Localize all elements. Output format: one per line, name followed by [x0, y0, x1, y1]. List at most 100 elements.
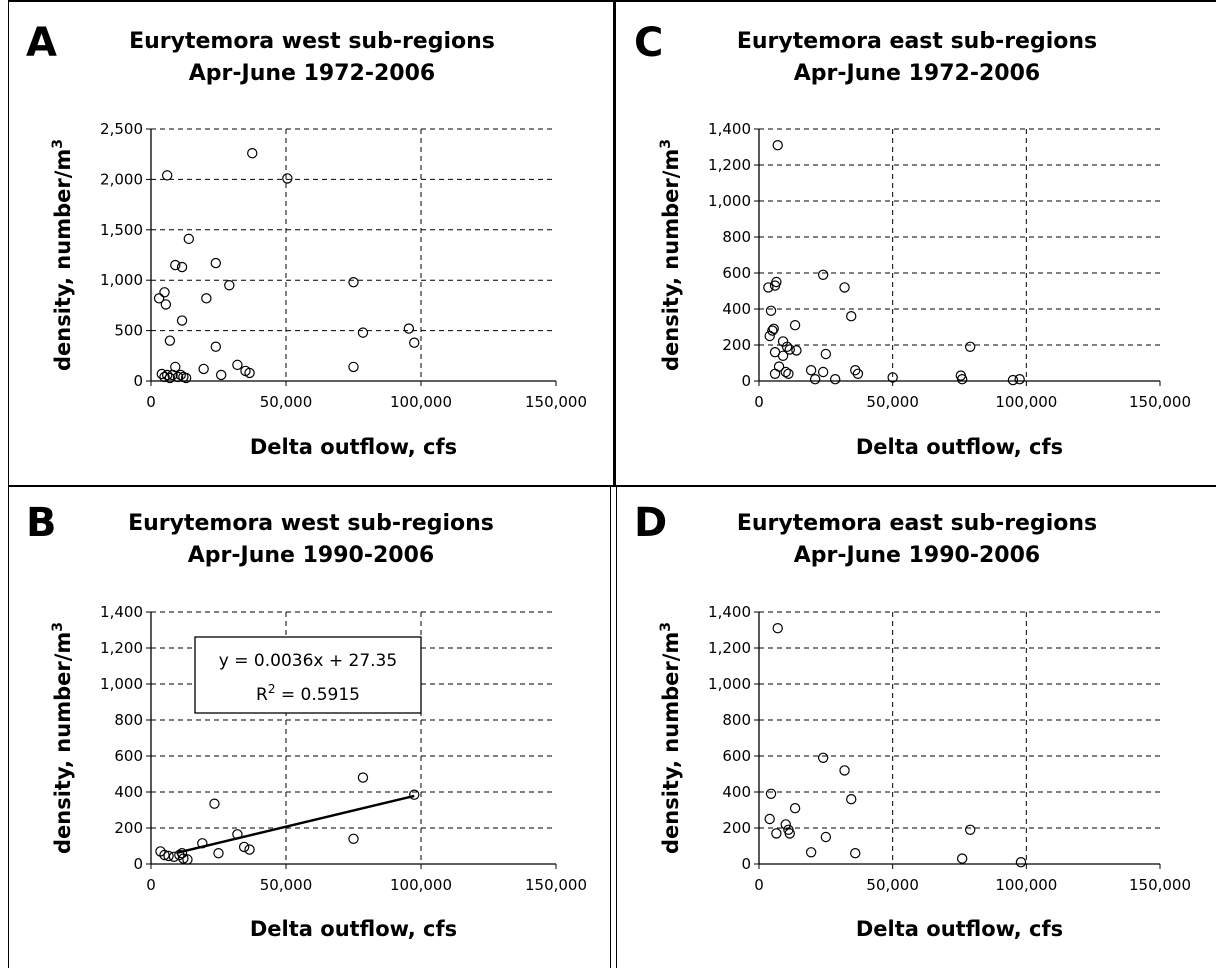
y-tick-label: 1,500 — [100, 221, 143, 239]
y-tick-label: 800 — [114, 711, 143, 729]
data-point — [817, 752, 829, 763]
data-point — [210, 341, 221, 352]
x-tick-label: 50,000 — [260, 876, 313, 894]
data-point — [784, 344, 795, 355]
chart-title-line-1: Eurytemora east sub-regions — [737, 511, 1097, 536]
panel-divider-horizontal — [8, 485, 1216, 487]
data-point — [846, 311, 857, 322]
data-point — [176, 848, 188, 859]
data-point — [232, 359, 243, 371]
trendline — [177, 794, 415, 854]
x-axis-title: Delta outflow, cfs — [250, 917, 457, 941]
data-point — [789, 803, 801, 814]
chart-panel-b: B Eurytemora west sub-regions Apr-June 199… — [0, 484, 612, 968]
data-point — [1007, 374, 1019, 386]
data-point — [348, 833, 359, 844]
data-point — [850, 365, 861, 376]
chart-d-svg: D Eurytemora east sub-regions Apr-June 199… — [634, 500, 1191, 941]
data-point — [956, 374, 968, 385]
data-point — [213, 848, 224, 859]
y-tick-label: 800 — [722, 711, 751, 729]
data-point — [964, 341, 976, 352]
y-tick-label: 400 — [722, 783, 751, 801]
chart-title-line-1: Eurytemora west sub-regions — [128, 511, 494, 536]
data-point — [1014, 374, 1025, 385]
y-tick-label: 500 — [114, 322, 143, 340]
x-tick-label: 50,000 — [866, 393, 919, 411]
data-point — [244, 844, 255, 855]
data-point — [176, 261, 188, 273]
data-point — [772, 622, 783, 634]
y-tick-label: 0 — [133, 372, 143, 390]
data-point — [209, 798, 220, 809]
data-point — [164, 335, 176, 346]
panel-divider-vertical-bottom-2 — [616, 486, 617, 968]
data-point — [784, 828, 795, 839]
chart-title-line-2: Apr-June 1972-2006 — [189, 61, 435, 86]
data-point — [210, 257, 221, 269]
x-axis-title: Delta outflow, cfs — [250, 435, 457, 459]
y-tick-label: 1,200 — [708, 639, 751, 657]
y-axis-title: density, number/m3 — [50, 139, 75, 371]
panel-letter-d: D — [634, 500, 667, 546]
data-point — [348, 277, 359, 288]
r-squared-symbol: R — [256, 685, 268, 705]
data-point — [887, 372, 898, 383]
panel-border-top — [8, 0, 1216, 2]
data-point — [772, 139, 783, 151]
data-point — [820, 831, 832, 843]
data-point — [178, 853, 189, 864]
data-point — [764, 330, 775, 342]
equation-box — [194, 636, 422, 714]
data-point — [170, 361, 181, 373]
data-point — [783, 368, 794, 379]
data-point — [1015, 857, 1027, 868]
chart-title-line-2: Apr-June 1990-2006 — [794, 543, 1040, 568]
x-tick-label: 50,000 — [260, 393, 313, 411]
data-point — [781, 341, 793, 352]
x-tick-label: 150,000 — [525, 876, 587, 894]
y-tick-label: 600 — [114, 747, 143, 765]
data-point — [805, 847, 817, 858]
y-axis-title: density, number/m3 — [658, 622, 683, 854]
y-tick-label: 600 — [722, 264, 751, 282]
trendline-r-squared: R2 = 0.5915 — [256, 682, 360, 705]
chart-panel-c: C Eurytemora east sub-regions Apr-June 197… — [612, 0, 1216, 484]
r-squared-value: = 0.5915 — [275, 685, 360, 705]
y-tick-label: 0 — [741, 372, 751, 390]
x-tick-label: 100,000 — [390, 393, 452, 411]
x-axis-title: Delta outflow, cfs — [856, 435, 1063, 459]
data-point — [789, 320, 801, 331]
data-point — [244, 367, 255, 379]
data-point — [164, 372, 176, 384]
chart-a-svg: A Eurytemora west sub-regions Apr-June 197… — [26, 20, 587, 459]
x-tick-label: 50,000 — [866, 876, 919, 894]
panel-divider-vertical-bottom — [610, 486, 611, 968]
data-point — [765, 305, 777, 316]
x-tick-label: 150,000 — [525, 393, 587, 411]
data-point — [777, 350, 789, 361]
data-point — [161, 369, 173, 381]
data-point — [956, 853, 968, 864]
chart-panel-a: A Eurytemora west sub-regions Apr-June 197… — [0, 0, 612, 484]
y-tick-label: 1,400 — [708, 120, 751, 138]
panel-border-left-bottom — [8, 486, 9, 968]
x-tick-label: 100,000 — [995, 393, 1057, 411]
data-point — [163, 850, 174, 862]
y-tick-label: 0 — [741, 855, 751, 873]
r-squared-superscript: 2 — [268, 682, 276, 696]
y-tick-label: 2,500 — [100, 120, 143, 138]
data-point — [850, 848, 861, 859]
y-tick-label: 600 — [722, 747, 751, 765]
chart-title-line-2: Apr-June 1990-2006 — [188, 543, 434, 568]
data-point — [409, 789, 420, 800]
data-point — [764, 813, 775, 825]
chart-c-svg: C Eurytemora east sub-regions Apr-June 197… — [634, 20, 1191, 459]
data-point — [829, 374, 841, 385]
data-point — [846, 794, 857, 805]
data-point — [183, 233, 194, 245]
data-point — [160, 299, 172, 310]
data-point — [172, 371, 184, 383]
data-point — [197, 838, 208, 849]
data-point — [201, 293, 212, 304]
